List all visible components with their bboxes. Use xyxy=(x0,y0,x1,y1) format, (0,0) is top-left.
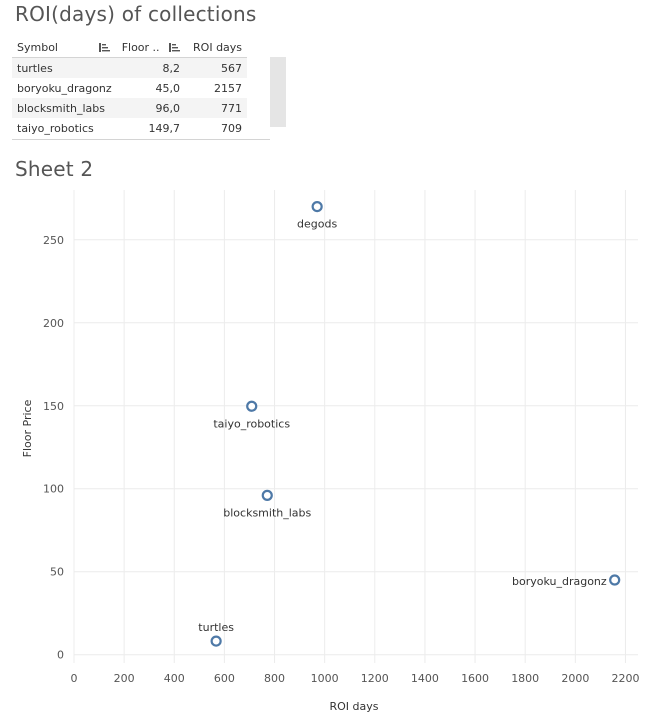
x-tick-label: 1600 xyxy=(461,672,489,685)
y-tick-label: 150 xyxy=(43,400,64,413)
x-tick-label: 600 xyxy=(214,672,235,685)
table-title: ROI(days) of collections xyxy=(15,2,257,26)
x-tick-label: 200 xyxy=(114,672,135,685)
cell-floor: 149,7 xyxy=(148,121,181,135)
sort-icon[interactable] xyxy=(169,43,181,52)
x-tick-label: 1000 xyxy=(311,672,339,685)
column-header-roi[interactable]: ROI days xyxy=(185,37,248,58)
x-tick-label: 1200 xyxy=(361,672,389,685)
point-labels: degods taiyo_robotics blocksmith_labsboryo… xyxy=(198,218,607,634)
data-point xyxy=(210,635,222,647)
data-point xyxy=(311,200,323,213)
table-row[interactable]: turtles 8,2 567 xyxy=(12,57,248,78)
x-tick-label: 2000 xyxy=(561,672,589,685)
x-tick-label: 800 xyxy=(264,672,285,685)
column-header-label: ROI days xyxy=(193,40,243,54)
cell-roi: 2157 xyxy=(214,81,243,95)
table-row[interactable]: boryoku_dragonz 45,0 2157 xyxy=(12,78,247,98)
data-label: taiyo_robotics xyxy=(213,417,290,430)
table-row[interactable]: blocksmith_labs 96,0 771 xyxy=(12,98,248,118)
y-axis-label: Floor Price xyxy=(21,399,34,457)
column-header-label: Symbol xyxy=(17,40,58,54)
axes: 0 200 400 600 800 1000 1200 1400 1600 1800 2000 220… xyxy=(21,234,639,713)
x-axis-label: ROI days xyxy=(329,700,378,713)
y-tick-label: 200 xyxy=(43,317,64,330)
x-tick-label: 400 xyxy=(164,672,185,685)
table-scrollbar[interactable] xyxy=(270,57,286,127)
data-label: turtles xyxy=(198,621,234,634)
data-point xyxy=(246,400,258,412)
divider xyxy=(12,139,270,140)
x-tick-label: 1800 xyxy=(511,672,539,685)
y-tick-label: 100 xyxy=(43,483,64,496)
data-points xyxy=(210,200,621,647)
cell-roi: 709 xyxy=(221,121,243,135)
cell-roi: 567 xyxy=(185,57,248,78)
data-point xyxy=(609,574,621,586)
cell-symbol: taiyo_robotics xyxy=(17,121,94,135)
cell-symbol: blocksmith_labs xyxy=(12,98,117,118)
table-row[interactable]: taiyo_robotics 149,7 709 xyxy=(12,118,247,138)
cell-floor: 45,0 xyxy=(155,81,181,95)
cell-roi: 771 xyxy=(185,98,248,118)
y-tick-label: 250 xyxy=(43,234,64,247)
column-header-symbol[interactable]: Symbol xyxy=(12,37,117,58)
cell-symbol: turtles xyxy=(12,57,117,78)
data-label: boryoku_dragonz xyxy=(512,575,607,588)
grid xyxy=(73,190,638,663)
scatter-chart: 0 200 400 600 800 1000 1200 1400 1600 1800 2000 220… xyxy=(21,190,639,713)
x-tick-label: 0 xyxy=(71,672,78,685)
sort-icon[interactable] xyxy=(99,43,111,52)
y-tick-label: 0 xyxy=(57,649,64,662)
collections-table: Symbol Floor .. xyxy=(12,37,286,141)
column-header-label: Floor .. xyxy=(121,40,160,54)
data-point xyxy=(261,489,273,501)
data-label: blocksmith_labs xyxy=(223,506,311,519)
data-label: degods xyxy=(297,218,337,231)
cell-floor: 8,2 xyxy=(116,57,186,78)
cell-floor: 96,0 xyxy=(116,98,186,118)
column-header-floor[interactable]: Floor .. xyxy=(116,37,186,58)
cell-symbol: boryoku_dragonz xyxy=(17,81,112,95)
sheet-title: Sheet 2 xyxy=(15,157,94,181)
y-tick-label: 50 xyxy=(50,566,64,579)
x-tick-label: 2200 xyxy=(611,672,639,685)
x-tick-label: 1400 xyxy=(411,672,439,685)
